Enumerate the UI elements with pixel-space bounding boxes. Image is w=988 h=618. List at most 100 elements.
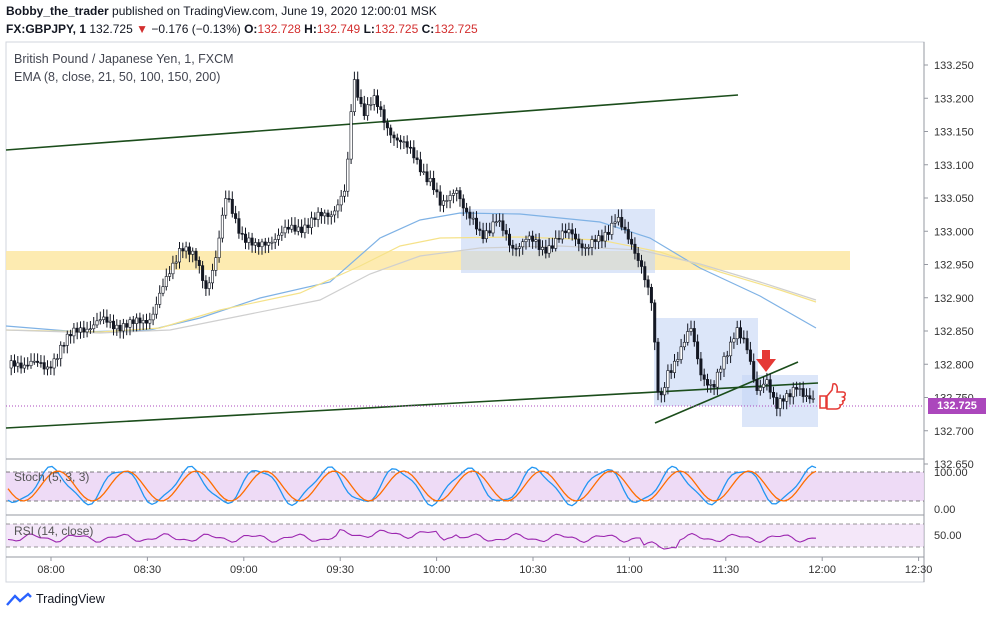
candle-body (682, 341, 686, 348)
candle-body (326, 212, 330, 217)
candle-body (735, 327, 739, 340)
candle-body (217, 237, 221, 258)
candle-body (590, 239, 594, 248)
candle-body (342, 190, 346, 197)
candle-body (379, 106, 383, 110)
candle-body (725, 355, 729, 358)
time-axis[interactable]: 08:00 08:30 09:00 09:30 10:00 10:30 11:00 11:30… (37, 557, 932, 576)
candle-body (395, 137, 399, 141)
last-price: 132.725 (89, 22, 133, 36)
candle-body (85, 328, 89, 333)
rising-trendline[interactable] (654, 361, 799, 424)
candle-body (178, 248, 182, 263)
candle-body (128, 319, 132, 328)
symbol-name[interactable]: FX:GBPJPY, 1 (6, 22, 87, 36)
candle-body (432, 178, 436, 191)
candle-body (514, 247, 518, 250)
candle-body (715, 371, 719, 388)
stoch-label[interactable]: Stoch (5, 3, 3) (14, 470, 90, 484)
candle-body (781, 398, 785, 402)
candle-body (13, 360, 17, 367)
upper-trendline[interactable] (5, 94, 739, 151)
candle-body (573, 233, 577, 240)
ema-line-grey (5, 245, 817, 334)
candle-body (534, 239, 538, 242)
candle-body (412, 147, 416, 159)
low-value: 132.725 (374, 22, 419, 36)
candle-body (659, 391, 663, 396)
candle-body (771, 391, 775, 398)
candle-body (504, 230, 508, 235)
candle-body (478, 228, 482, 231)
candle-body (135, 317, 139, 324)
candle-body (399, 139, 403, 143)
candle-body (623, 226, 627, 230)
candle-body (125, 323, 129, 328)
candle-body (336, 204, 340, 212)
candle-body (257, 242, 261, 248)
candle-body (197, 260, 201, 266)
candle-body (801, 388, 805, 397)
candle-body (732, 338, 736, 343)
candle-body (649, 287, 653, 304)
candle-body (498, 220, 502, 223)
candle-body (306, 224, 310, 229)
candle-body (455, 190, 459, 194)
footer-brand[interactable]: TradingView (36, 592, 105, 606)
candlestick-series[interactable] (9, 71, 815, 417)
candle-body (689, 328, 693, 332)
candle-body (606, 231, 610, 235)
ema-line-blue (5, 212, 817, 333)
support-zone[interactable] (6, 251, 850, 270)
thumbs-up-icon[interactable] (819, 383, 846, 410)
candle-body (567, 229, 571, 234)
candle-body (270, 241, 274, 244)
rsi-axis-50: 50.00 (934, 530, 962, 542)
price-tick-label: 133.200 (934, 93, 974, 105)
candle-body (184, 246, 188, 252)
candle-body (227, 198, 231, 200)
candle-body (448, 195, 452, 201)
candle-body (517, 246, 521, 249)
author-name[interactable]: Bobby_the_trader (6, 4, 109, 18)
candle-body (435, 189, 439, 193)
candle-body (696, 341, 700, 360)
time-tick-label: 09:30 (326, 564, 354, 576)
candle-body (108, 320, 112, 323)
rsi-label[interactable]: RSI (14, close) (14, 524, 94, 538)
candle-body (296, 226, 300, 232)
candle-body (55, 358, 59, 360)
candle-body (748, 349, 752, 362)
time-tick-label: 08:30 (134, 564, 162, 576)
candle-body (168, 273, 172, 277)
candle-body (630, 238, 634, 245)
price-tick-label: 132.850 (934, 326, 974, 338)
candle-body (679, 346, 683, 360)
price-tick-label: 133.150 (934, 127, 974, 139)
candle-body (484, 230, 488, 240)
candle-body (151, 313, 155, 321)
range-box-1[interactable] (461, 209, 655, 273)
high-label: H: (304, 22, 317, 36)
candle-body (804, 395, 808, 397)
candle-body (507, 233, 511, 246)
candle-body (791, 387, 795, 398)
candle-body (540, 247, 544, 250)
time-tick-label: 12:30 (905, 564, 933, 576)
candle-body (118, 324, 122, 332)
tradingview-logo-icon[interactable] (6, 592, 32, 606)
candle-body (389, 127, 393, 136)
candle-body (643, 266, 647, 281)
candle-body (603, 231, 607, 242)
candle-body (286, 226, 290, 230)
open-label: O: (244, 22, 258, 36)
candle-body (494, 221, 498, 224)
price-axis[interactable]: 133.250 133.200 133.150 133.100 133.050 133.0… (924, 60, 974, 471)
ema-legend[interactable]: EMA (8, close, 21, 50, 100, 150, 200) (14, 70, 221, 84)
down-arrow-icon: ▼ (136, 22, 148, 36)
candle-body (95, 320, 99, 326)
candle-body (550, 245, 554, 249)
candle-body (712, 384, 716, 388)
arrow-down-icon[interactable] (756, 350, 776, 372)
